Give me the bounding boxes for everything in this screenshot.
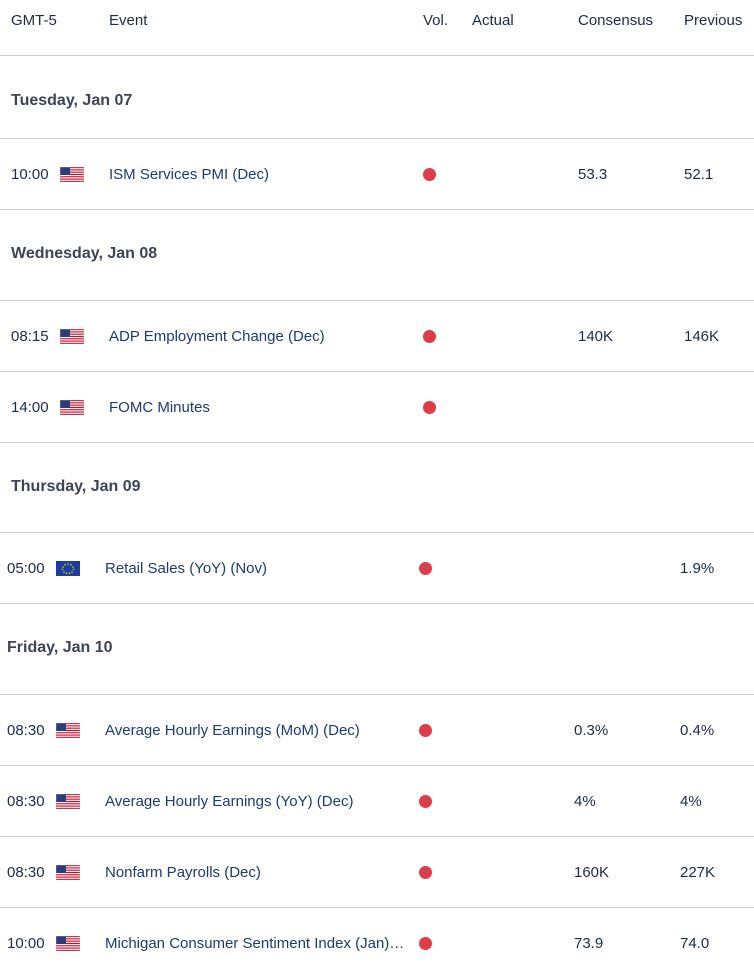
high-volatility-icon: [423, 330, 436, 343]
divider: [0, 836, 754, 837]
event-previous: 74.0: [680, 935, 710, 952]
event-time: 05:00: [7, 560, 45, 577]
day-heading: Wednesday, Jan 08: [11, 245, 158, 262]
event-previous: 52.1: [684, 166, 714, 183]
divider: [0, 603, 754, 604]
event-time: 08:30: [7, 722, 45, 739]
header-previous: Previous: [684, 12, 743, 29]
day-heading: Friday, Jan 10: [7, 639, 113, 656]
event-link[interactable]: ISM Services PMI (Dec): [109, 166, 270, 183]
header-consensus: Consensus: [578, 12, 654, 29]
divider: [0, 209, 754, 210]
day-heading: Tuesday, Jan 07: [11, 92, 133, 109]
header-vol: Vol.: [423, 12, 449, 29]
event-time: 14:00: [11, 399, 49, 416]
divider: [0, 694, 754, 695]
event-consensus: 4%: [574, 793, 596, 810]
eu-flag-icon: [56, 561, 80, 576]
us-flag-icon: [56, 865, 80, 880]
high-volatility-icon: [423, 168, 436, 181]
event-consensus: 160K: [574, 864, 610, 881]
divider: [0, 907, 754, 908]
divider: [0, 138, 754, 139]
event-consensus: 53.3: [578, 166, 608, 183]
header-actual: Actual: [472, 12, 514, 29]
event-link[interactable]: FOMC Minutes: [109, 399, 210, 416]
event-previous: 1.9%: [680, 560, 715, 577]
event-link[interactable]: Michigan Consumer Sentiment Index (Jan)…: [105, 935, 405, 952]
event-time: 08:30: [7, 864, 45, 881]
us-flag-icon: [56, 723, 80, 738]
us-flag-icon: [60, 167, 84, 182]
header-event: Event: [109, 12, 148, 29]
divider: [0, 532, 754, 533]
divider: [0, 300, 754, 301]
high-volatility-icon: [419, 937, 432, 950]
us-flag-icon: [56, 936, 80, 951]
event-previous: 227K: [680, 864, 716, 881]
event-link[interactable]: Average Hourly Earnings (YoY) (Dec): [105, 793, 354, 810]
header-timezone: GMT-5: [11, 12, 57, 29]
event-link[interactable]: Nonfarm Payrolls (Dec): [105, 864, 261, 881]
us-flag-icon: [60, 329, 84, 344]
high-volatility-icon: [419, 724, 432, 737]
event-time: 10:00: [7, 935, 45, 952]
event-time: 08:30: [7, 793, 45, 810]
divider: [0, 371, 754, 372]
event-consensus: 73.9: [574, 935, 604, 952]
event-consensus: 140K: [578, 328, 614, 345]
high-volatility-icon: [419, 795, 432, 808]
divider: [0, 442, 754, 443]
event-link[interactable]: Average Hourly Earnings (MoM) (Dec): [105, 722, 360, 739]
event-link[interactable]: Retail Sales (YoY) (Nov): [105, 560, 268, 577]
high-volatility-icon: [419, 866, 432, 879]
event-previous: 146K: [684, 328, 720, 345]
event-previous: 4%: [680, 793, 702, 810]
event-time: 08:15: [11, 328, 49, 345]
divider: [0, 765, 754, 766]
us-flag-icon: [60, 400, 84, 415]
high-volatility-icon: [423, 401, 436, 414]
divider: [0, 55, 754, 56]
high-volatility-icon: [419, 562, 432, 575]
event-previous: 0.4%: [680, 722, 715, 739]
event-link[interactable]: ADP Employment Change (Dec): [109, 328, 325, 345]
day-heading: Thursday, Jan 09: [11, 478, 141, 495]
event-consensus: 0.3%: [574, 722, 609, 739]
us-flag-icon: [56, 794, 80, 809]
event-time: 10:00: [11, 166, 49, 183]
